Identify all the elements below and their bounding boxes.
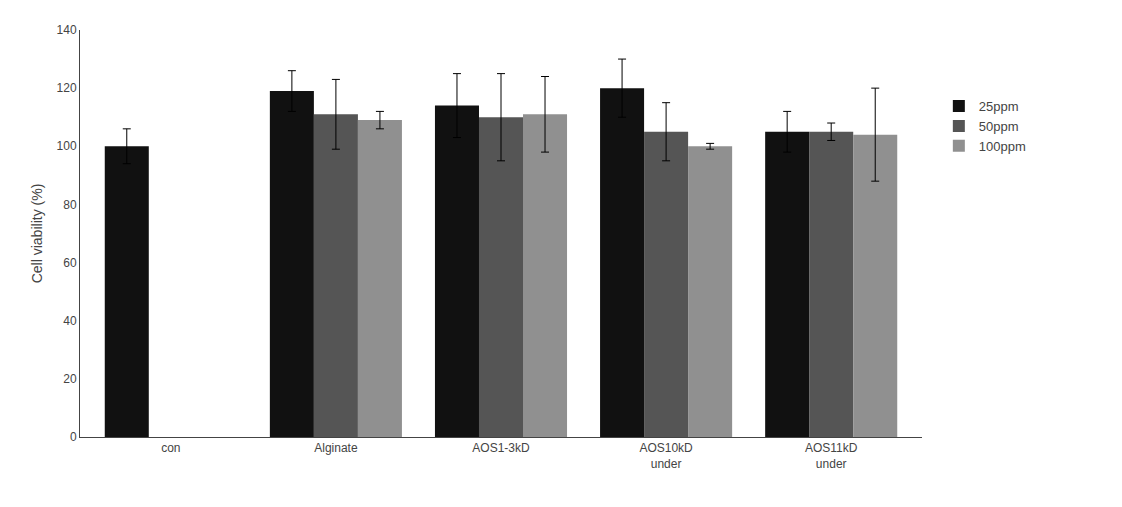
svg-text:20: 20 — [63, 372, 77, 386]
svg-text:0: 0 — [70, 430, 77, 444]
svg-text:Alginate: Alginate — [314, 441, 358, 455]
svg-text:100ppm: 100ppm — [979, 139, 1026, 154]
svg-text:100: 100 — [57, 139, 77, 153]
svg-text:140: 140 — [57, 23, 77, 37]
svg-text:50ppm: 50ppm — [979, 119, 1019, 134]
svg-text:80: 80 — [63, 198, 77, 212]
svg-text:con: con — [161, 441, 180, 455]
svg-text:Cell viability (%): Cell viability (%) — [29, 184, 45, 284]
svg-text:25ppm: 25ppm — [979, 99, 1019, 114]
svg-text:40: 40 — [63, 314, 77, 328]
svg-text:60: 60 — [63, 256, 77, 270]
svg-text:120: 120 — [57, 81, 77, 95]
svg-text:AOS10kDunder: AOS10kDunder — [639, 441, 693, 471]
svg-text:AOS11kDunder: AOS11kDunder — [805, 441, 858, 471]
svg-text:AOS1-3kD: AOS1-3kD — [472, 441, 530, 455]
